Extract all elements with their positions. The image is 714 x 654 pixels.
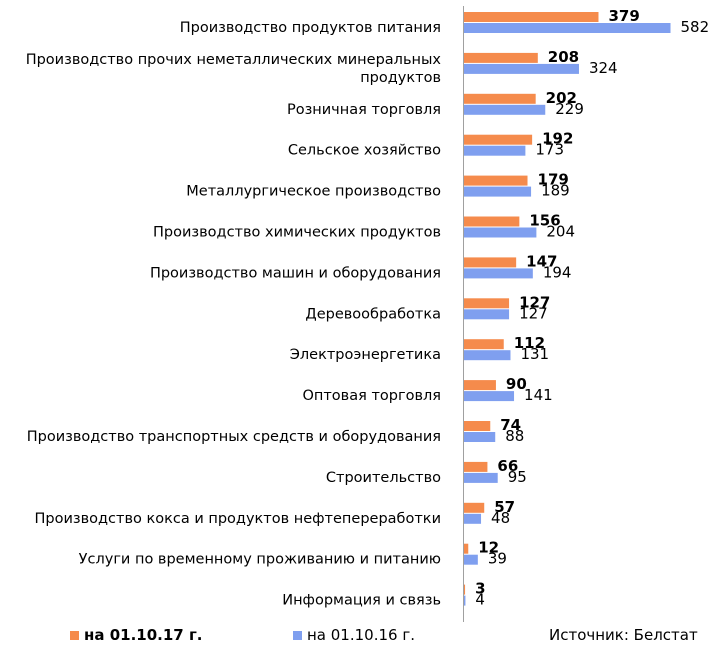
bar-2016 — [464, 350, 511, 361]
bar-2016 — [464, 513, 482, 524]
bar-2017 — [464, 93, 536, 104]
bar-2016 — [464, 432, 496, 442]
bar-2017 — [464, 216, 520, 227]
bar-2017 — [464, 421, 491, 431]
value-label-2017: 74 — [500, 416, 521, 434]
category-label: Электроэнергетика — [290, 347, 441, 363]
legend-item-2016: на 01.10.16 г. — [293, 626, 415, 644]
bar-2017 — [464, 12, 599, 22]
value-label-2017: 127 — [519, 293, 550, 311]
bar-2016 — [464, 227, 537, 238]
bar-2017 — [464, 339, 504, 350]
value-label-2016: 204 — [546, 223, 575, 241]
category-label: Оптовая торговля — [302, 388, 441, 404]
category-label: Строительство — [326, 470, 441, 486]
bar-2017 — [464, 257, 517, 268]
category-label: Услуги по временному проживанию и питани… — [79, 552, 441, 568]
value-label-2017: 12 — [478, 539, 499, 557]
bar-2016 — [464, 104, 546, 115]
value-label-2017: 57 — [494, 498, 515, 516]
bar-2017 — [464, 134, 533, 145]
category-label: Производство транспортных средств и обор… — [27, 429, 441, 445]
value-label-2016: 48 — [491, 509, 510, 527]
value-label-2017: 90 — [506, 375, 527, 393]
bar-2016 — [464, 63, 579, 74]
bar-2016 — [464, 145, 526, 156]
category-label: Металлургическое производство — [186, 184, 441, 200]
bar-2016 — [464, 472, 498, 483]
value-label-2017: 156 — [529, 212, 560, 230]
value-labels: 3795822083242022291921731791891562041471… — [475, 7, 709, 609]
value-label-2017: 179 — [538, 171, 569, 189]
value-label-2016: 189 — [541, 182, 570, 200]
bar-2016 — [464, 595, 466, 606]
value-label-2016: 39 — [488, 550, 507, 568]
category-label: Производство машин и оборудования — [150, 265, 441, 281]
value-label-2016: 4 — [475, 591, 485, 609]
category-label: Производство прочих неметаллических мине… — [26, 52, 442, 68]
category-label: Производство химических продуктов — [153, 225, 441, 241]
source-note: Источник: Белстат — [549, 626, 698, 644]
bar-2016 — [464, 268, 533, 279]
value-label-2016: 131 — [520, 345, 549, 363]
bar-2017 — [464, 461, 488, 472]
bar-2017 — [464, 543, 469, 554]
legend: на 01.10.17 г. на 01.10.16 г. Источник: … — [0, 626, 714, 650]
value-label-2017: 147 — [526, 252, 557, 270]
value-label-2016: 141 — [524, 386, 553, 404]
category-labels: Производство продуктов питания Производст… — [26, 20, 442, 609]
legend-swatch-2017 — [70, 630, 79, 640]
category-label: Производство продуктов питания — [180, 20, 441, 36]
bar-2016 — [464, 23, 671, 33]
value-label-2016: 88 — [505, 427, 524, 445]
legend-label-2017: на 01.10.17 г. — [84, 626, 203, 644]
value-label-2017: 202 — [546, 89, 577, 107]
value-label-2017: 192 — [542, 130, 573, 148]
bar-2017 — [464, 52, 538, 63]
bar-2017 — [464, 584, 466, 595]
value-label-2017: 66 — [497, 457, 518, 475]
bar-2016 — [464, 186, 532, 197]
category-label: Информация и связь — [282, 593, 441, 609]
bar-2017 — [464, 502, 485, 513]
legend-swatch-2016 — [293, 630, 302, 640]
bars-layer — [464, 12, 671, 606]
bar-2017 — [464, 298, 510, 309]
bar-2016 — [464, 309, 510, 320]
value-label-2016: 95 — [508, 468, 527, 486]
bar-2016 — [464, 391, 515, 402]
value-label-2017: 379 — [608, 7, 639, 25]
value-label-2016: 324 — [589, 59, 618, 77]
value-label-2017: 3 — [475, 580, 485, 598]
value-label-2017: 112 — [514, 334, 545, 352]
category-label: Деревообработка — [305, 306, 441, 322]
bar-2017 — [464, 175, 528, 186]
legend-label-2016: на 01.10.16 г. — [307, 626, 415, 644]
value-label-2016: 194 — [543, 263, 572, 281]
value-label-2016: 127 — [519, 304, 548, 322]
value-label-2017: 208 — [548, 48, 579, 66]
value-label-2016: 173 — [535, 141, 564, 159]
value-label-2016: 582 — [681, 18, 710, 36]
category-label: Розничная торговля — [287, 102, 441, 118]
bar-chart: Производство продуктов питания Производст… — [26, 6, 709, 622]
legend-item-2017: на 01.10.17 г. — [70, 626, 202, 644]
category-label: продуктов — [360, 70, 441, 86]
category-label: Сельское хозяйство — [288, 143, 441, 159]
category-label: Производство кокса и продуктов нефтепере… — [34, 511, 441, 527]
bar-2016 — [464, 554, 478, 565]
bar-2017 — [464, 380, 496, 391]
value-label-2016: 229 — [555, 100, 584, 118]
